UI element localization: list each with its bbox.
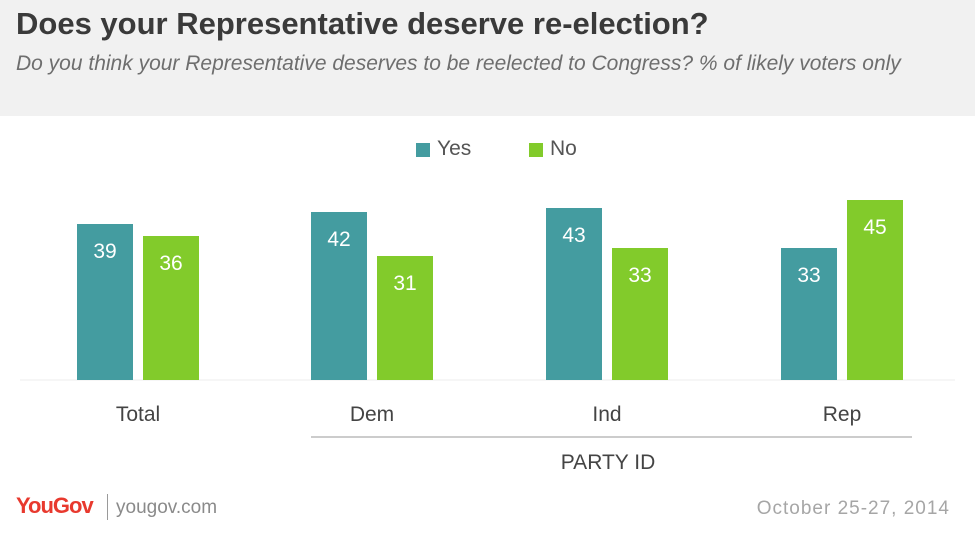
group-label-party-id: PARTY ID <box>561 451 656 474</box>
footer-divider <box>107 494 108 520</box>
chart-title: Does your Representative deserve re-elec… <box>16 6 709 41</box>
bar-yes-dem <box>311 212 367 380</box>
bar-no-rep <box>847 200 903 380</box>
legend-swatch-yes <box>416 143 430 157</box>
data-label-yes-total: 39 <box>93 240 116 263</box>
category-label-total: Total <box>116 403 160 426</box>
bar-yes-total <box>77 224 133 380</box>
legend-label-yes: Yes <box>437 137 472 160</box>
data-label-no-ind: 33 <box>628 264 651 287</box>
data-label-no-dem: 31 <box>393 272 416 295</box>
data-label-yes-rep: 33 <box>797 264 820 287</box>
bar-yes-ind <box>546 208 602 380</box>
footer-website: yougov.com <box>116 497 218 518</box>
footer-date: October 25-27, 2014 <box>756 498 950 519</box>
chart-legend: Yes No <box>0 137 975 163</box>
category-label-rep: Rep <box>823 403 862 426</box>
data-label-no-total: 36 <box>159 252 182 275</box>
legend-swatch-no <box>529 143 543 157</box>
yougov-logo: YouGov <box>16 493 94 518</box>
bar-no-total <box>143 236 199 380</box>
data-label-yes-dem: 42 <box>327 228 350 251</box>
bar-no-dem <box>377 256 433 380</box>
chart-subtitle: Do you think your Representative deserve… <box>16 52 901 75</box>
category-label-dem: Dem <box>350 403 394 426</box>
data-label-no-rep: 45 <box>863 216 886 239</box>
data-label-yes-ind: 43 <box>562 224 585 247</box>
bar-no-ind <box>612 248 668 380</box>
chart-header: Does your Representative deserve re-elec… <box>0 0 975 116</box>
legend-label-no: No <box>550 137 577 160</box>
bar-yes-rep <box>781 248 837 380</box>
category-label-ind: Ind <box>592 403 621 426</box>
